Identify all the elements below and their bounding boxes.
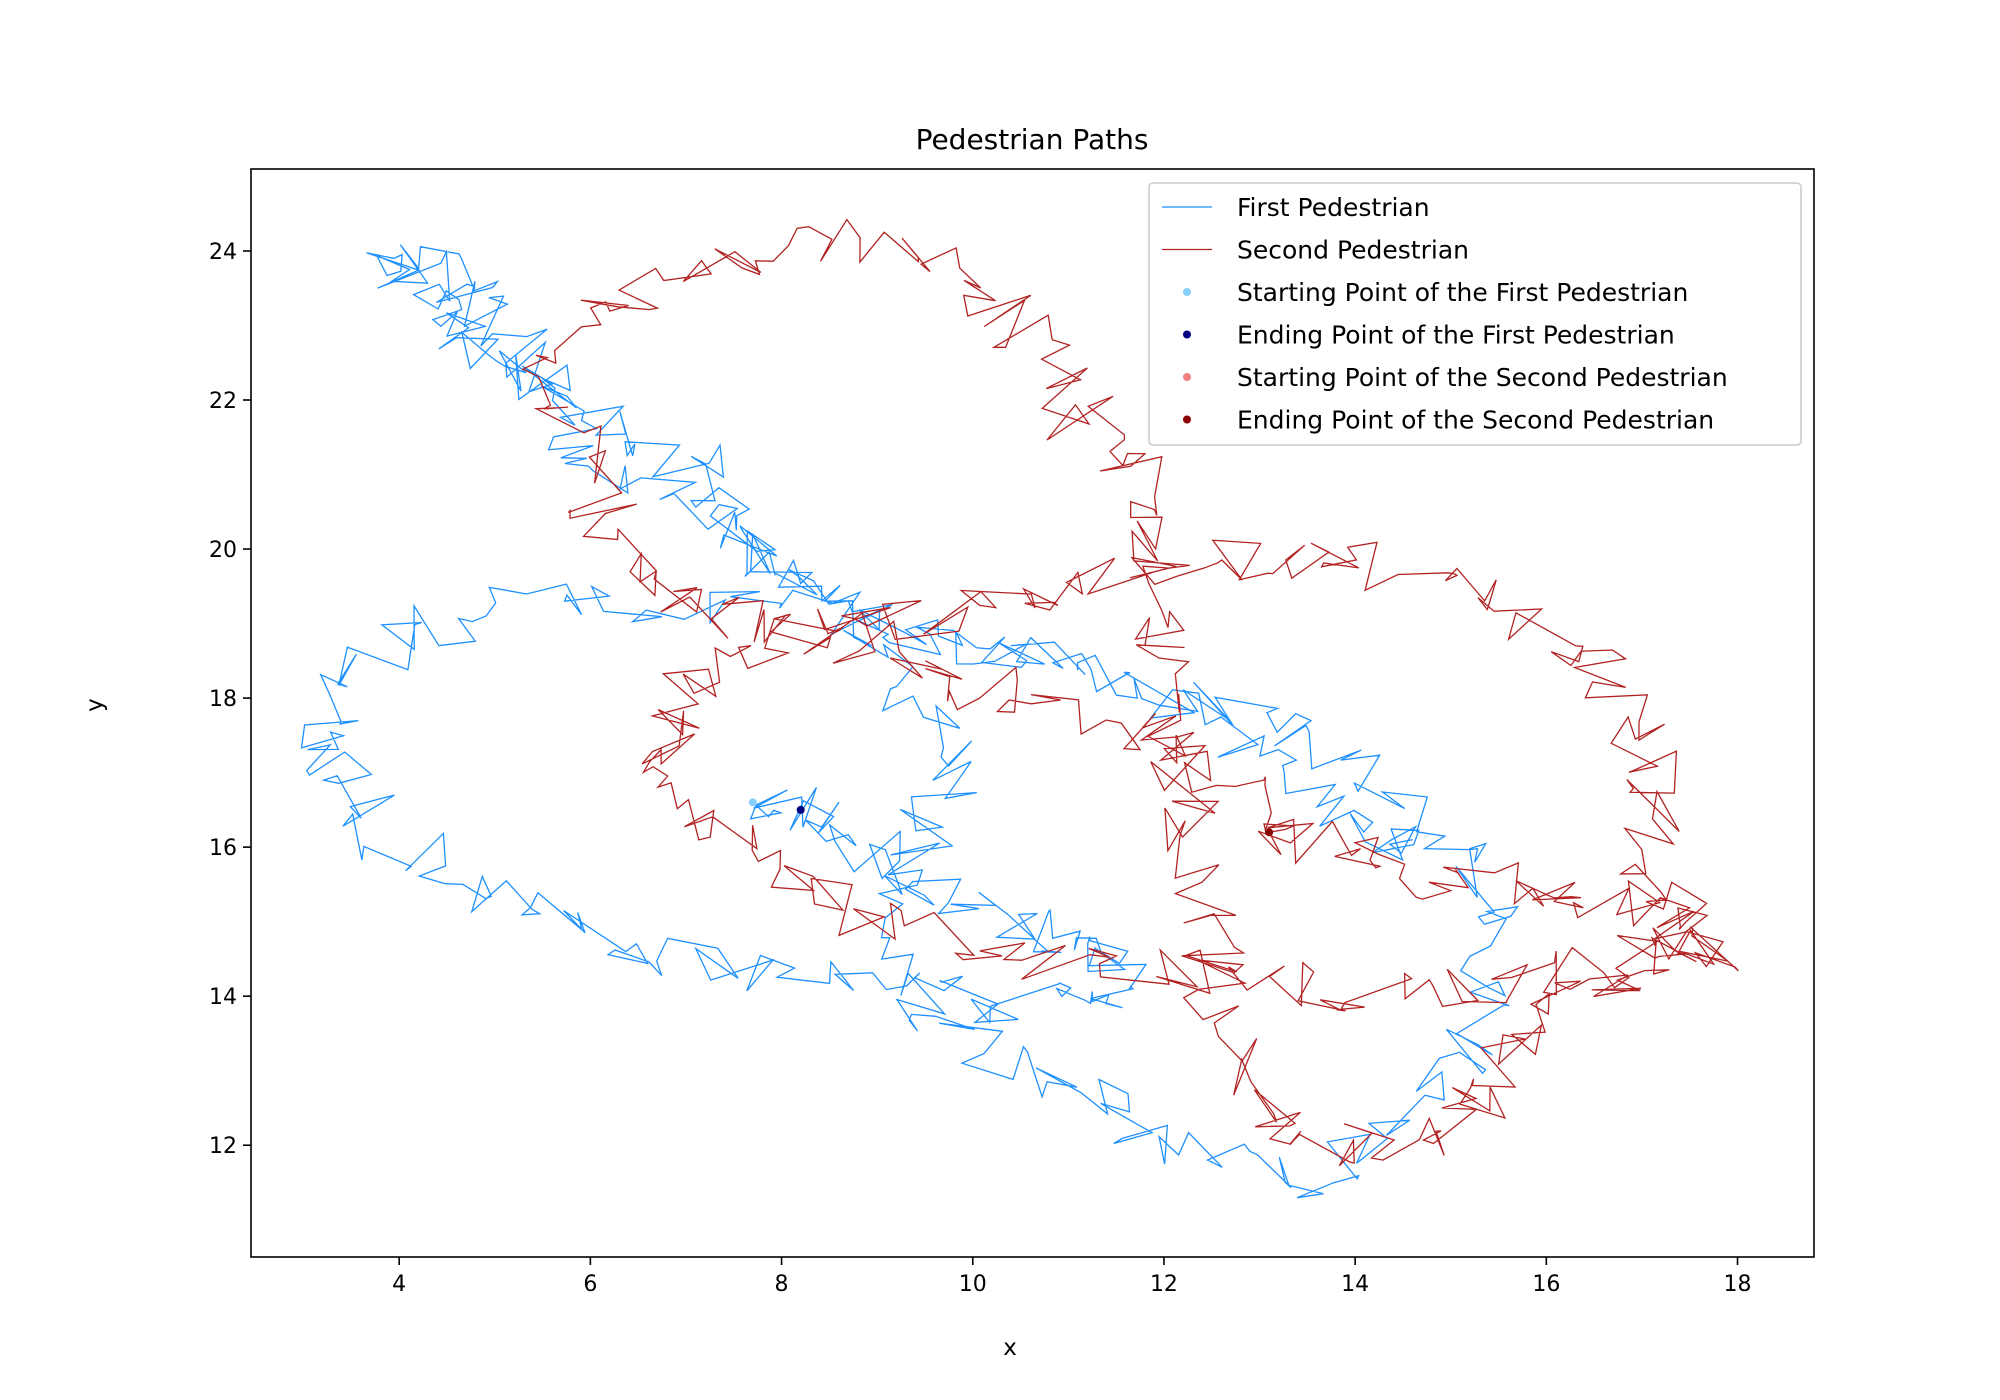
plot-area-frame [250,168,1815,1258]
legend-label: First Pedestrian [1237,193,1430,222]
x-tick-label: 18 [1724,1272,1752,1297]
y-tick-label: 20 [209,538,237,563]
series-points [748,798,1274,837]
y-tick-label: 16 [209,836,237,861]
y-axis-ticks: 12 14 16 18 20 22 24 [209,240,251,1159]
legend-label: Ending Point of the Second Pedestrian [1237,406,1714,435]
y-tick-label: 18 [209,687,237,712]
legend-point-swatch [1183,415,1191,424]
y-tick-label: 14 [209,985,237,1010]
x-axis-label: x [1003,1335,1017,1361]
x-axis-ticks: 4 6 8 10 12 14 16 18 [392,1257,1752,1297]
legend-label: Second Pedestrian [1237,236,1469,265]
series-lines [300,218,1739,1199]
legend-label: Starting Point of the First Pedestrian [1237,278,1688,307]
x-tick-label: 8 [775,1272,789,1297]
x-tick-label: 10 [959,1272,987,1297]
x-tick-label: 6 [583,1272,597,1297]
x-tick-label: 4 [392,1272,406,1297]
series-point-3 [748,798,757,807]
legend-point-swatch [1183,288,1191,296]
legend-label: Starting Point of the Second Pedestrian [1237,363,1728,392]
y-tick-label: 12 [209,1134,237,1159]
x-tick-label: 16 [1532,1272,1560,1297]
chart-title: Pedestrian Paths [916,123,1149,156]
legend: First Pedestrian Second Pedestrian Startin… [1148,182,1802,446]
x-tick-label: 14 [1341,1272,1369,1297]
series-line-2 [521,218,1739,1167]
y-tick-label: 24 [209,240,237,265]
y-axis-label: y [82,698,108,712]
legend-point-swatch [1183,330,1191,339]
legend-box [1148,182,1802,446]
series-point-6 [1265,828,1274,837]
y-tick-label: 22 [209,389,237,414]
series-point-4 [796,805,805,814]
x-tick-label: 12 [1150,1272,1178,1297]
legend-label: Ending Point of the First Pedestrian [1237,321,1675,350]
legend-point-swatch [1183,373,1191,381]
